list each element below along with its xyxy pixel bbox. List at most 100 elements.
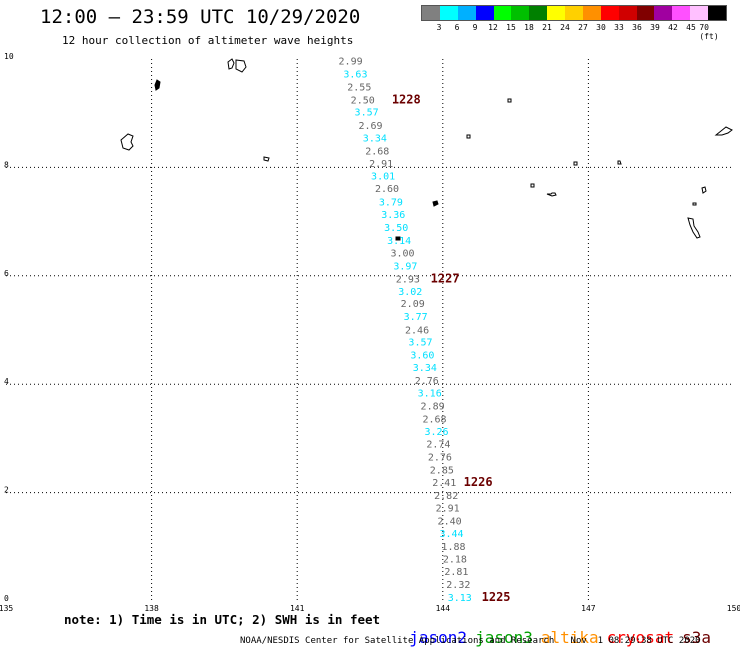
swh-value: 3.02 bbox=[398, 287, 422, 298]
swh-value: 2.09 bbox=[401, 299, 425, 310]
swh-value: 1.88 bbox=[441, 542, 465, 553]
swh-value: 2.81 bbox=[444, 567, 468, 578]
swh-value: 2.91 bbox=[436, 504, 460, 515]
legend-swatch bbox=[582, 6, 601, 20]
island bbox=[573, 161, 578, 166]
island bbox=[227, 58, 247, 73]
island-outlines bbox=[120, 58, 733, 241]
legend-swatch bbox=[529, 6, 548, 20]
legend-swatch bbox=[618, 6, 637, 20]
legend-swatch bbox=[547, 6, 565, 20]
legend-label: 70 (ft) bbox=[699, 23, 719, 41]
swh-value: 3.26 bbox=[424, 427, 448, 438]
island bbox=[701, 186, 707, 194]
swh-value: 2.55 bbox=[347, 82, 371, 93]
island bbox=[395, 236, 401, 241]
pass-number: 1227 bbox=[431, 271, 460, 285]
swh-value: 3.14 bbox=[387, 236, 411, 247]
swh-value: 3.13 bbox=[448, 593, 472, 604]
legend-label: 18 bbox=[524, 23, 534, 32]
swh-value: 2.91 bbox=[369, 159, 393, 170]
island bbox=[154, 79, 161, 91]
island bbox=[546, 192, 557, 197]
lat-tick-label: 6 bbox=[4, 269, 9, 278]
lat-tick-label: 10 bbox=[4, 52, 14, 61]
swh-value: 3.97 bbox=[393, 261, 417, 272]
lat-tick-label: 2 bbox=[4, 486, 9, 495]
island bbox=[432, 200, 439, 207]
legend-swatches bbox=[421, 5, 727, 21]
legend-label: 30 bbox=[596, 23, 606, 32]
map-subtitle: 12 hour collection of altimeter wave hei… bbox=[62, 34, 354, 47]
swh-value: 3.34 bbox=[413, 363, 437, 374]
satellite-altika: altika bbox=[540, 628, 599, 647]
swh-value: 2.50 bbox=[351, 95, 375, 106]
island bbox=[530, 183, 535, 188]
island bbox=[507, 98, 512, 103]
lon-tick-label: 150 bbox=[727, 604, 740, 613]
satellite-key: jason2 jason3 altika cryosat s3a bbox=[390, 609, 719, 647]
lon-tick-label: 135 bbox=[0, 604, 13, 613]
legend-swatch bbox=[672, 6, 691, 20]
swh-value: 2.85 bbox=[430, 466, 454, 477]
legend-swatch bbox=[600, 6, 619, 20]
swh-value: 2.68 bbox=[365, 146, 389, 157]
legend-label: 45 bbox=[686, 23, 696, 32]
legend-label: 15 bbox=[506, 23, 516, 32]
swh-value: 2.76 bbox=[428, 453, 452, 464]
island bbox=[714, 126, 733, 136]
swh-value: 2.82 bbox=[434, 491, 458, 502]
swh-value: 3.01 bbox=[371, 171, 395, 182]
swh-value: 3.79 bbox=[379, 197, 403, 208]
swh-value: 2.99 bbox=[339, 56, 363, 67]
lat-tick-label: 4 bbox=[4, 377, 9, 386]
legend-label: 27 bbox=[578, 23, 588, 32]
legend-swatch bbox=[439, 6, 458, 20]
swh-value: 3.00 bbox=[390, 248, 414, 259]
lon-tick-label: 144 bbox=[436, 604, 451, 613]
swh-color-legend: 3 6 9 12 15 18 21 24 27 30 33 36 39 42 45 70 (ft) bbox=[421, 5, 727, 41]
legend-label: 12 bbox=[488, 23, 498, 32]
swh-value: 3.57 bbox=[408, 338, 432, 349]
swh-value: 3.63 bbox=[343, 69, 367, 80]
legend-label: 6 bbox=[454, 23, 460, 32]
swh-value: 2.18 bbox=[443, 555, 467, 566]
swh-value: 3.36 bbox=[381, 210, 405, 221]
lon-tick-label: 138 bbox=[144, 604, 159, 613]
footer-credit: NOAA/NESDIS Center for Satellite Applica… bbox=[240, 636, 701, 646]
swh-value: 3.34 bbox=[363, 133, 387, 144]
pass-number: 1226 bbox=[464, 475, 493, 489]
pass-number: 1225 bbox=[482, 590, 511, 604]
legend-label: 33 bbox=[614, 23, 624, 32]
swh-value: 2.76 bbox=[415, 376, 439, 387]
satellite-s3a: s3a bbox=[682, 628, 711, 647]
pass-number-labels: 1228 1227 1226 1225 bbox=[392, 92, 511, 604]
legend-labels: 3 6 9 12 15 18 21 24 27 30 33 36 39 42 45 70 (ft) bbox=[421, 21, 727, 41]
lat-lon-grid bbox=[6, 59, 734, 601]
lon-tick-label: 147 bbox=[581, 604, 596, 613]
island bbox=[263, 156, 270, 162]
swh-value: 2.46 bbox=[405, 325, 429, 336]
swh-value: 2.93 bbox=[396, 274, 420, 285]
legend-label: 9 bbox=[472, 23, 478, 32]
swh-value: 2.41 bbox=[432, 478, 456, 489]
legend-swatch bbox=[636, 6, 655, 20]
swh-value: 3.50 bbox=[384, 223, 408, 234]
lat-tick-label: 8 bbox=[4, 160, 9, 169]
swh-value: 3.60 bbox=[410, 351, 434, 362]
legend-swatch bbox=[708, 6, 726, 20]
legend-label: 42 bbox=[668, 23, 678, 32]
swh-value: 3.77 bbox=[404, 312, 428, 323]
island bbox=[687, 202, 701, 239]
swh-value: 2.69 bbox=[358, 121, 382, 132]
swh-value: 2.68 bbox=[423, 415, 447, 426]
units-note: note: 1) Time is in UTC; 2) SWH is in fe… bbox=[64, 612, 381, 627]
swh-value: 2.32 bbox=[446, 580, 470, 591]
legend-swatch bbox=[511, 6, 530, 20]
legend-label: 39 bbox=[650, 23, 660, 32]
map-title: 12:00 – 23:59 UTC 10/29/2020 bbox=[40, 6, 361, 28]
swh-value: 2.60 bbox=[375, 184, 399, 195]
pass-number: 1228 bbox=[392, 92, 421, 106]
legend-label: 3 bbox=[436, 23, 442, 32]
